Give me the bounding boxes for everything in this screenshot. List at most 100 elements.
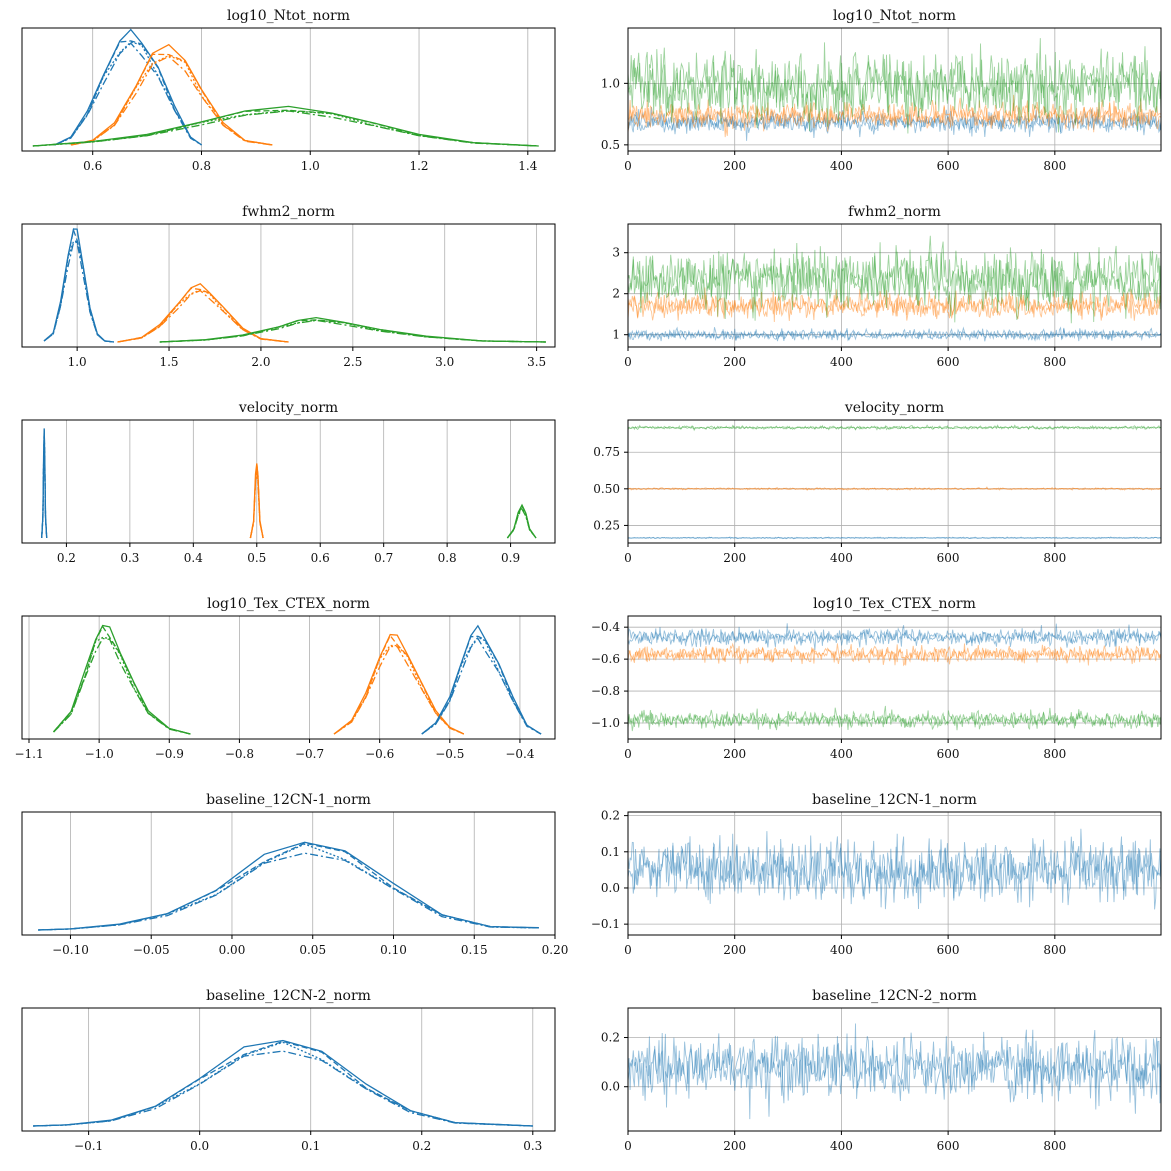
subplot-0: 0.6 0.8 1.0 1.2 1.4 log10_Ntot_norm [21, 8, 556, 173]
density-blue-chain-3 [421, 637, 542, 735]
x-tick-label-3: 0.05 [299, 943, 326, 957]
x-tick-label-1: 200 [723, 747, 746, 761]
x-tick-label-0: −1.1 [14, 747, 43, 761]
trace-green-chain-0 [628, 242, 1161, 323]
x-tick-label-4: 800 [1043, 159, 1066, 173]
x-tick-label-3: 2.5 [343, 355, 362, 369]
trace-blue-chain-1 [628, 107, 1161, 139]
x-tick-label-5: −0.6 [365, 747, 394, 761]
density-green-chain-2 [53, 636, 191, 735]
subplot-title: fwhm2_norm [848, 204, 941, 220]
y-tick-label-1: 0.0 [601, 881, 620, 895]
density-orange-chain-1 [249, 464, 264, 539]
x-tick-label-1: 0.3 [120, 551, 139, 565]
x-tick-label-0: 0 [624, 747, 632, 761]
y-tick-label-2: 0.75 [593, 445, 620, 459]
density-orange-chain-2 [117, 289, 289, 343]
density-orange-chain-3 [249, 472, 264, 539]
trace-blue-chain-1 [628, 536, 1161, 540]
x-tick-label-0: 0.2 [57, 551, 76, 565]
density-orange-chain-3 [333, 645, 465, 735]
x-tick-label-1: 200 [723, 1139, 746, 1153]
density-blue-chain-3 [43, 241, 114, 343]
x-tick-label-5: 0.7 [374, 551, 393, 565]
x-tick-label-1: 200 [723, 355, 746, 369]
y-tick-label-0: −1.0 [591, 716, 620, 730]
x-tick-label-4: 1.4 [518, 159, 537, 173]
x-tick-label-1: −1.0 [85, 747, 114, 761]
axes-frame [21, 419, 556, 544]
y-tick-label-2: 3 [612, 246, 620, 260]
density-blue-chain-2 [38, 843, 539, 931]
x-tick-label-1: 200 [723, 551, 746, 565]
x-tick-label-3: 600 [937, 1139, 960, 1153]
x-tick-label-7: 0.9 [501, 551, 520, 565]
trace-blue-chain-0 [628, 326, 1161, 342]
axes-frame [627, 811, 1162, 936]
x-tick-label-4: 800 [1043, 1139, 1066, 1153]
x-tick-label-3: −0.8 [225, 747, 254, 761]
axes-frame [627, 223, 1162, 348]
x-tick-label-4: 800 [1043, 943, 1066, 957]
subplot-title: log10_Ntot_norm [227, 8, 350, 24]
y-tick-label-0: 0.25 [593, 518, 620, 532]
trace-orange-chain-0 [628, 486, 1161, 491]
trace-blue-chain-0 [628, 536, 1161, 540]
x-tick-label-3: 600 [937, 747, 960, 761]
axes-frame [627, 419, 1162, 544]
subplot-1: 0 200 400 600 800 0.5 1.0 log10_Ntot_norm [601, 8, 1162, 173]
x-tick-label-0: 1.0 [68, 355, 87, 369]
density-blue-chain-0 [38, 841, 539, 931]
subplot-2: 1.0 1.5 2.0 2.5 3.0 3.5 fwhm2_norm [21, 204, 556, 369]
subplot-4: 0.2 0.3 0.4 0.5 0.6 0.7 0.8 0.9 velocity_norm [21, 400, 556, 565]
y-tick-label-1: −0.8 [591, 684, 620, 698]
density-green-chain-3 [159, 319, 546, 343]
trace-green-chain-0 [628, 705, 1161, 732]
x-tick-label-1: 1.5 [159, 355, 178, 369]
y-tick-label-2: 0.1 [601, 845, 620, 859]
trace-orange-chain-1 [628, 486, 1161, 491]
x-tick-label-4: 800 [1043, 747, 1066, 761]
x-tick-label-1: −0.05 [133, 943, 170, 957]
subplot-10: −0.1 0.0 0.1 0.2 0.3 baseline_12CN-2_norm [21, 988, 556, 1153]
subplot-9: 0 200 400 600 800 −0.1 0.0 0.1 0.2 baseline_12CN-… [591, 792, 1162, 957]
density-blue-chain-1 [38, 842, 539, 931]
axes-frame [21, 615, 556, 740]
axes-frame [627, 615, 1162, 740]
x-tick-label-0: 0 [624, 355, 632, 369]
y-tick-label-0: −0.1 [591, 917, 620, 931]
x-tick-label-2: 1.0 [301, 159, 320, 173]
subplot-8: −0.10 −0.05 0.00 0.05 0.10 0.15 0.20 baseline_1… [21, 792, 568, 957]
x-tick-label-2: 400 [830, 1139, 853, 1153]
subplot-title: log10_Tex_CTEX_norm [207, 596, 370, 612]
subplot-title: log10_Ntot_norm [833, 8, 956, 24]
y-tick-label-1: 2 [612, 287, 620, 301]
density-orange-chain-0 [70, 43, 273, 146]
trace-blue-chain-1 [628, 623, 1161, 651]
x-tick-label-5: 0.15 [461, 943, 488, 957]
density-orange-chain-2 [249, 464, 264, 539]
trace-green-chain-0 [628, 38, 1161, 127]
x-tick-label-4: 0.10 [380, 943, 407, 957]
density-blue-chain-0 [54, 28, 202, 146]
x-tick-label-0: 0 [624, 551, 632, 565]
axes-frame [21, 223, 556, 348]
trace-orange-chain-0 [628, 642, 1161, 667]
x-tick-label-0: 0 [624, 159, 632, 173]
density-blue-chain-2 [43, 240, 114, 343]
subplot-title: baseline_12CN-2_norm [812, 988, 977, 1004]
density-blue-chain-3 [38, 852, 539, 931]
subplot-title: log10_Tex_CTEX_norm [813, 596, 976, 612]
subplot-title: velocity_norm [844, 400, 944, 416]
x-tick-label-3: 600 [937, 943, 960, 957]
x-tick-label-2: 0.4 [184, 551, 203, 565]
x-tick-label-4: 0.3 [523, 1139, 542, 1153]
density-orange-chain-0 [333, 633, 465, 735]
x-tick-label-2: 0.00 [219, 943, 246, 957]
x-tick-label-3: 600 [937, 159, 960, 173]
y-tick-label-1: 0.50 [593, 482, 620, 496]
x-tick-label-2: −0.9 [155, 747, 184, 761]
trace-orange-chain-1 [628, 643, 1161, 666]
x-tick-label-2: 400 [830, 355, 853, 369]
